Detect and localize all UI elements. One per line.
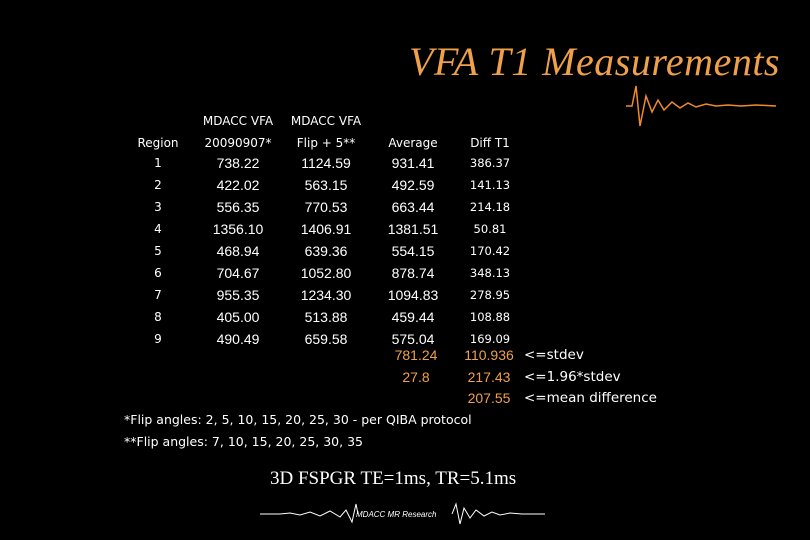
diff-stat: 217.43 bbox=[467, 369, 511, 385]
average-stat: 27.8 bbox=[402, 369, 430, 385]
table-cell: 563.15 bbox=[304, 177, 348, 193]
table-cell: 108.88 bbox=[469, 310, 511, 324]
stat-label: <=mean difference bbox=[524, 390, 657, 406]
table-row-region: 1 bbox=[154, 156, 162, 170]
table-cell: 639.36 bbox=[304, 243, 348, 259]
header-mdacc-vfa-1-line1: MDACC VFA bbox=[202, 114, 274, 128]
table-row-region: 4 bbox=[154, 222, 162, 236]
table-row-region: 6 bbox=[154, 266, 162, 280]
table-row-region: 5 bbox=[154, 244, 162, 258]
stat-label: <=1.96*stdev bbox=[524, 369, 621, 385]
table-cell: 1356.10 bbox=[212, 221, 264, 237]
table-cell: 1381.51 bbox=[387, 221, 439, 237]
table-cell: 214.18 bbox=[469, 200, 511, 214]
table-row-region: 2 bbox=[154, 178, 162, 192]
table-cell: 141.13 bbox=[469, 178, 511, 192]
footnote-1: *Flip angles: 2, 5, 10, 15, 20, 25, 30 -… bbox=[124, 412, 472, 427]
table-cell: 663.44 bbox=[391, 199, 435, 215]
footer-waveform bbox=[260, 502, 545, 525]
table-row-region: 7 bbox=[154, 288, 162, 302]
header-average: Average bbox=[388, 136, 438, 150]
table-cell: 490.49 bbox=[216, 331, 260, 347]
header-region: Region bbox=[137, 136, 179, 150]
table-cell: 659.58 bbox=[304, 331, 348, 347]
table-cell: 704.67 bbox=[216, 265, 260, 281]
sequence-subtitle: 3D FSPGR TE=1ms, TR=5.1ms bbox=[270, 468, 517, 489]
header-diff-t1: Diff T1 bbox=[470, 136, 510, 150]
table-row-region: 3 bbox=[154, 200, 162, 214]
diff-stat: 207.55 bbox=[467, 390, 511, 406]
table-cell: 468.94 bbox=[216, 243, 260, 259]
title-underline-waveform bbox=[36, 85, 777, 127]
table-cell: 770.53 bbox=[304, 199, 348, 215]
table-cell: 1234.30 bbox=[300, 287, 352, 303]
table-cell: 492.59 bbox=[391, 177, 435, 193]
table-cell: 459.44 bbox=[391, 309, 435, 325]
table-cell: 405.00 bbox=[216, 309, 260, 325]
table-cell: 575.04 bbox=[391, 331, 435, 347]
table-cell: 556.35 bbox=[216, 199, 260, 215]
stat-label: <=stdev bbox=[524, 347, 584, 363]
table-cell: 1094.83 bbox=[387, 287, 439, 303]
footnote-2: **Flip angles: 7, 10, 15, 20, 25, 30, 35 bbox=[124, 434, 363, 449]
table-cell: 170.42 bbox=[469, 244, 511, 258]
header-mdacc-vfa-1: 20090907* bbox=[204, 136, 272, 150]
footer-text: MDACC MR Research bbox=[356, 510, 437, 519]
table-cell: 169.09 bbox=[469, 332, 511, 346]
table-cell: 1406.91 bbox=[300, 221, 352, 237]
header-mdacc-vfa-2-line1: MDACC VFA bbox=[290, 114, 362, 128]
table-row-region: 8 bbox=[154, 310, 162, 324]
table-cell: 50.81 bbox=[473, 222, 507, 236]
table-cell: 422.02 bbox=[216, 177, 260, 193]
table-row-region: 9 bbox=[154, 332, 162, 346]
table-cell: 738.22 bbox=[216, 155, 260, 171]
table-cell: 1124.59 bbox=[301, 155, 351, 171]
table-cell: 513.88 bbox=[304, 309, 348, 325]
table-cell: 278.95 bbox=[469, 288, 511, 302]
diff-stat: 110.936 bbox=[464, 347, 514, 363]
average-stat: 781.24 bbox=[394, 347, 438, 363]
table-cell: 348.13 bbox=[469, 266, 511, 280]
table-cell: 878.74 bbox=[391, 265, 435, 281]
table-cell: 955.35 bbox=[216, 287, 260, 303]
table-cell: 386.37 bbox=[469, 156, 511, 170]
table-cell: 554.15 bbox=[391, 243, 435, 259]
table-cell: 1052.80 bbox=[300, 265, 352, 281]
header-mdacc-vfa-2: Flip + 5** bbox=[296, 136, 356, 150]
page-title: VFA T1 Measurements bbox=[409, 39, 780, 84]
table-cell: 931.41 bbox=[391, 155, 435, 171]
